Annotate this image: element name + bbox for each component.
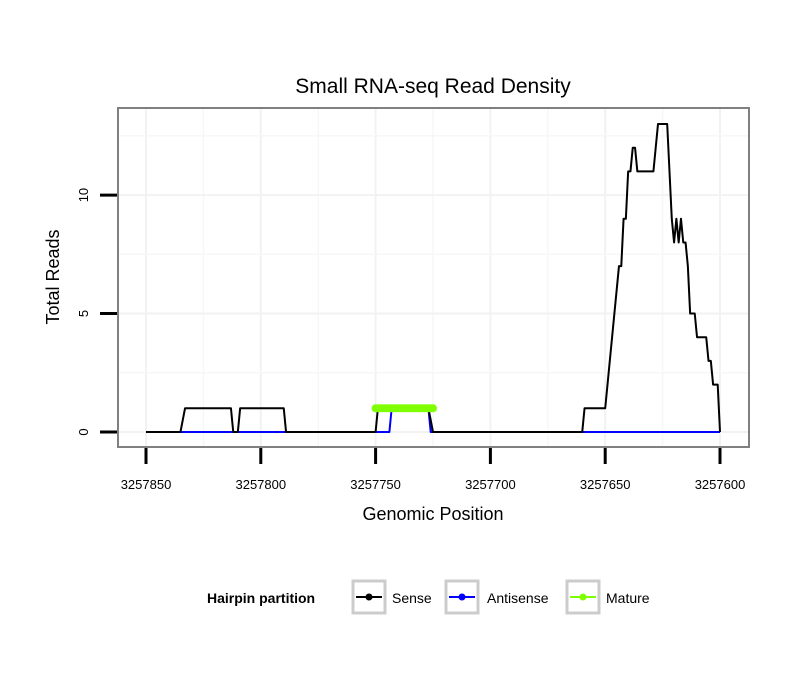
plot-panel (117, 107, 750, 448)
plot-panel-border (117, 107, 750, 448)
x-tick-label: 3257850 (121, 477, 172, 492)
x-tick-label: 3257750 (350, 477, 401, 492)
y-tick-label: 5 (76, 310, 91, 317)
legend: Hairpin partition Sense Antisense Mature (207, 579, 650, 615)
legend-key-point (579, 593, 587, 601)
legend-item-antisense: Antisense (444, 579, 549, 615)
grid-lines (118, 108, 749, 447)
legend-items: Sense Antisense Mature (351, 579, 650, 615)
legend-key-point (458, 593, 466, 601)
y-axis-title: Total Reads (43, 229, 63, 324)
y-axis: 0 5 10 (76, 188, 117, 436)
legend-label: Mature (606, 590, 650, 606)
series-lines (146, 123, 721, 433)
chart-title: Small RNA-seq Read Density (295, 75, 571, 98)
series-line-sense (146, 123, 721, 433)
legend-label: Sense (392, 590, 432, 606)
x-tick-label: 3257650 (580, 477, 631, 492)
legend-title: Hairpin partition (207, 590, 315, 606)
x-tick-label: 3257600 (695, 477, 746, 492)
x-tick-label: 3257700 (465, 477, 516, 492)
y-tick-label: 10 (76, 188, 91, 202)
y-tick-label: 0 (76, 428, 91, 435)
legend-label: Antisense (487, 590, 549, 606)
legend-item-mature: Mature (565, 579, 650, 615)
legend-key-point (365, 593, 373, 601)
x-axis: 3257850 3257800 3257750 3257700 3257650 32576… (121, 448, 746, 492)
legend-item-sense: Sense (351, 579, 432, 615)
x-tick-label: 3257800 (235, 477, 286, 492)
series-point-mature (429, 404, 437, 413)
x-axis-title: Genomic Position (362, 504, 503, 524)
